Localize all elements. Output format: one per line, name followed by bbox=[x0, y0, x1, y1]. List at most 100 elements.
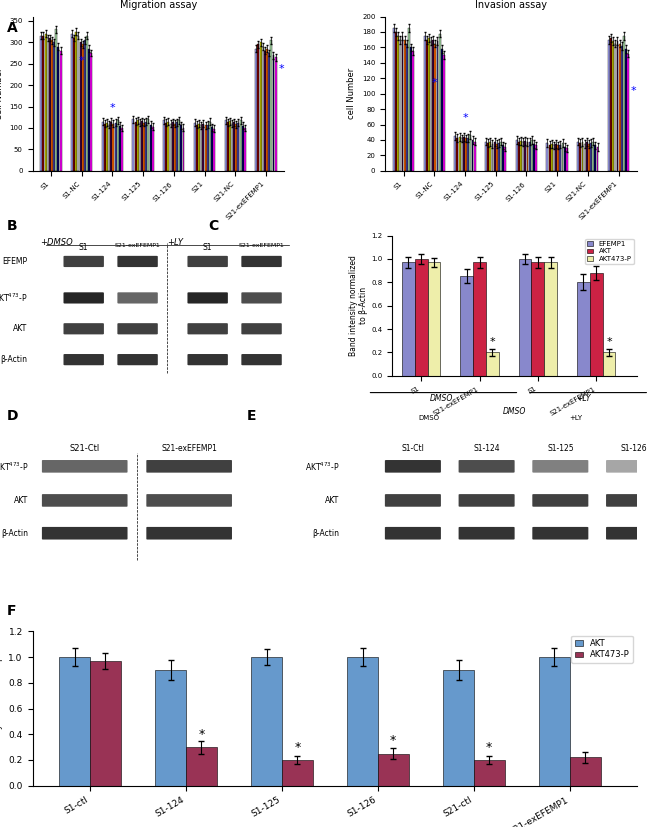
Bar bbox=[544, 262, 557, 375]
Bar bbox=[594, 146, 596, 171]
Bar bbox=[434, 44, 436, 171]
Bar bbox=[504, 147, 506, 171]
Bar bbox=[240, 120, 242, 171]
FancyBboxPatch shape bbox=[459, 494, 515, 507]
Bar bbox=[255, 49, 257, 171]
Bar bbox=[101, 122, 103, 171]
Bar bbox=[163, 120, 165, 171]
Text: *: * bbox=[489, 337, 495, 347]
Bar bbox=[577, 141, 579, 171]
Y-axis label: cell Number: cell Number bbox=[347, 68, 356, 119]
Bar bbox=[213, 129, 215, 171]
FancyBboxPatch shape bbox=[64, 292, 104, 304]
Bar bbox=[143, 123, 145, 171]
Bar bbox=[180, 126, 182, 171]
Bar bbox=[270, 41, 272, 171]
Bar bbox=[399, 40, 401, 171]
Text: D: D bbox=[6, 409, 18, 423]
Bar bbox=[553, 146, 555, 171]
FancyBboxPatch shape bbox=[459, 527, 515, 539]
Bar bbox=[150, 125, 151, 171]
Bar bbox=[437, 41, 439, 171]
Bar bbox=[617, 41, 618, 171]
Bar bbox=[535, 146, 537, 171]
Title: Migration assay: Migration assay bbox=[120, 0, 197, 10]
FancyBboxPatch shape bbox=[606, 460, 650, 473]
Bar bbox=[196, 125, 198, 171]
Text: AKT: AKT bbox=[14, 496, 29, 505]
Bar bbox=[432, 40, 434, 171]
Bar bbox=[119, 126, 121, 171]
Bar bbox=[51, 41, 53, 171]
Text: *: * bbox=[432, 78, 437, 88]
Bar bbox=[112, 124, 114, 171]
Text: S1-124: S1-124 bbox=[473, 444, 500, 453]
Bar bbox=[460, 276, 473, 375]
Bar bbox=[459, 137, 461, 171]
Bar bbox=[82, 45, 84, 171]
FancyBboxPatch shape bbox=[241, 292, 281, 304]
Bar bbox=[57, 46, 59, 171]
Bar bbox=[525, 141, 527, 171]
Text: AKT: AKT bbox=[325, 496, 339, 505]
Bar bbox=[519, 259, 532, 375]
Text: β-Actin: β-Actin bbox=[312, 528, 339, 538]
Bar bbox=[176, 122, 178, 171]
Bar bbox=[467, 137, 469, 171]
Bar bbox=[106, 123, 108, 171]
Bar bbox=[549, 145, 551, 171]
Bar bbox=[186, 747, 216, 786]
Bar bbox=[560, 145, 562, 171]
Text: *: * bbox=[79, 55, 84, 65]
Bar bbox=[86, 36, 88, 171]
Text: *: * bbox=[294, 740, 300, 753]
Bar bbox=[114, 123, 116, 171]
Text: AKT$^{473}$-P: AKT$^{473}$-P bbox=[0, 292, 27, 304]
Bar bbox=[557, 146, 559, 171]
Text: C: C bbox=[208, 219, 218, 233]
Text: β-Actin: β-Actin bbox=[1, 528, 29, 538]
Text: *: * bbox=[462, 112, 468, 122]
Text: *: * bbox=[198, 728, 205, 741]
Text: AKT: AKT bbox=[13, 324, 27, 333]
Bar bbox=[412, 51, 414, 171]
Bar bbox=[488, 143, 489, 171]
Bar bbox=[528, 141, 530, 171]
Text: *: * bbox=[110, 103, 115, 112]
Bar bbox=[584, 144, 586, 171]
Bar bbox=[562, 143, 564, 171]
Bar bbox=[518, 141, 520, 171]
Text: S1-Ctl: S1-Ctl bbox=[402, 444, 424, 453]
Text: AKT$^{473}$-P: AKT$^{473}$-P bbox=[305, 460, 339, 472]
Bar bbox=[111, 122, 112, 171]
FancyBboxPatch shape bbox=[118, 323, 158, 334]
Text: DMSO: DMSO bbox=[429, 394, 452, 403]
Bar bbox=[516, 140, 517, 171]
Bar bbox=[522, 142, 524, 171]
Bar bbox=[117, 120, 119, 171]
Bar bbox=[174, 124, 176, 171]
FancyBboxPatch shape bbox=[118, 256, 158, 267]
Bar bbox=[79, 42, 81, 171]
Bar bbox=[108, 125, 110, 171]
Bar bbox=[582, 142, 584, 171]
Bar bbox=[493, 142, 495, 171]
Bar bbox=[121, 128, 123, 171]
Bar bbox=[454, 136, 456, 171]
Bar bbox=[621, 45, 623, 171]
Bar bbox=[229, 121, 231, 171]
Bar bbox=[496, 144, 498, 171]
Text: S1-126: S1-126 bbox=[621, 444, 647, 453]
Text: E: E bbox=[247, 409, 257, 423]
Bar bbox=[463, 137, 465, 171]
Bar bbox=[586, 142, 588, 171]
Bar bbox=[465, 138, 467, 171]
Bar bbox=[71, 34, 73, 171]
Bar bbox=[623, 36, 625, 171]
Text: +LY: +LY bbox=[576, 394, 590, 403]
Y-axis label: Cell Number: Cell Number bbox=[0, 68, 4, 120]
Legend: DMSO, SB 10μM, SB 20μM, SB 50μM, PD 10μM, PD 20μM, PD 50μM, LY 10μM, LY 20μM, LY: DMSO, SB 10μM, SB 20μM, SB 50μM, PD 10μM… bbox=[395, 19, 433, 83]
FancyBboxPatch shape bbox=[606, 494, 650, 507]
FancyBboxPatch shape bbox=[42, 527, 127, 539]
FancyBboxPatch shape bbox=[532, 460, 588, 473]
